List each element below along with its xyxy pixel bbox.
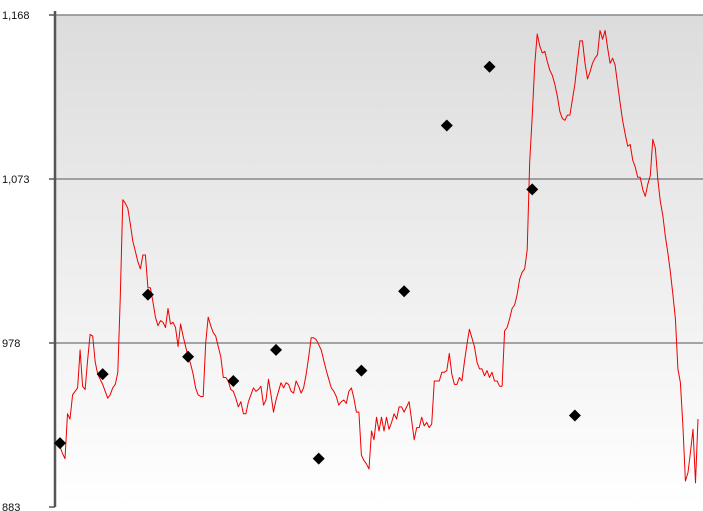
marker-group (54, 60, 581, 465)
data-marker (312, 452, 325, 465)
grid-lines (55, 14, 703, 344)
series-group (59, 30, 699, 484)
y-tick-label: 1,168 (2, 10, 30, 22)
data-marker (483, 60, 496, 73)
data-marker (398, 285, 411, 298)
data-marker (526, 183, 539, 196)
data-marker (355, 364, 368, 377)
data-marker (568, 409, 581, 422)
data-marker (440, 119, 453, 132)
data-marker (96, 368, 109, 381)
y-axis: 883 978 1,073 1,168 (2, 10, 57, 511)
y-tick-label: 1,073 (2, 174, 30, 186)
data-marker (54, 437, 66, 450)
data-marker (182, 350, 195, 363)
plot-background (55, 15, 703, 507)
data-marker (227, 374, 240, 387)
y-tick-label: 978 (2, 338, 20, 350)
data-marker (141, 288, 154, 301)
series-line (59, 30, 699, 484)
data-marker (270, 343, 283, 356)
y-tick-label: 883 (2, 502, 20, 511)
